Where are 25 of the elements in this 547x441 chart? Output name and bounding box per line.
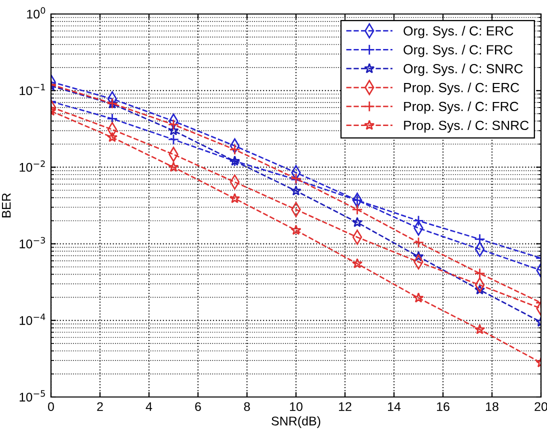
legend-label: Org. Sys. / C: FRC	[404, 44, 512, 58]
y-tick-label: 10$^{−2}$	[20, 160, 45, 172]
legend-label: Prop. Sys. / C: FRC	[404, 101, 518, 114]
x-tick-label: 12	[339, 402, 352, 411]
x-tick-label: 4	[146, 402, 152, 411]
x-tick-label: 20	[534, 402, 547, 412]
x-tick-label: 0	[48, 402, 54, 412]
legend-label: Prop. Sys. / C: SNRC	[404, 120, 529, 133]
y-tick-label: 10$^{−5}$	[20, 390, 45, 402]
x-tick-label: 2	[97, 402, 103, 411]
y-tick-label: 10$^{−1}$	[20, 84, 45, 96]
y-tick-label: 10$^{−4}$	[20, 314, 46, 325]
y-tick-label: 10$^{−3}$	[20, 236, 45, 248]
x-tick-label: 16	[437, 402, 450, 412]
x-tick-label: 8	[244, 402, 250, 412]
x-tick-label: 14	[388, 402, 401, 411]
x-tick-label: 6	[195, 402, 201, 412]
x-tick-label: 18	[486, 402, 498, 412]
legend-label: Org. Sys. / C: ERC	[404, 26, 514, 38]
legend-label: Prop. Sys. / C: ERC	[404, 82, 520, 95]
legend-label: Org. Sys. / C: SNRC	[404, 64, 523, 76]
x-tick-label: 10	[290, 402, 302, 412]
x-axis-title: SNR(dB)	[272, 416, 320, 428]
y-axis-title: BER	[2, 193, 11, 218]
y-tick-label: 10$^{0}$	[27, 7, 46, 19]
